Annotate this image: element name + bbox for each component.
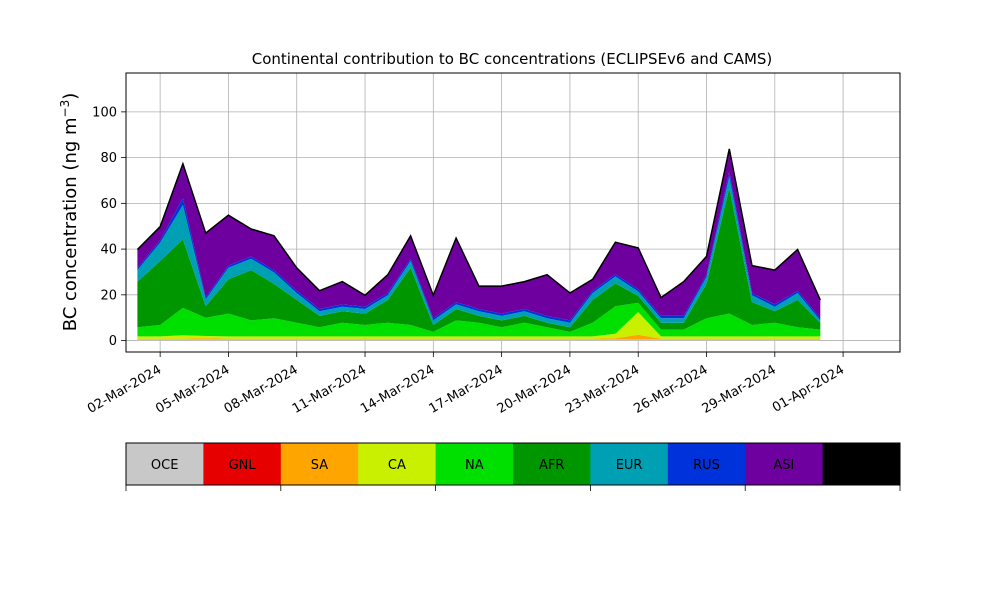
x-tick-label: 02-Mar-2024 [85, 362, 164, 416]
x-tick-label: 20-Mar-2024 [495, 362, 574, 416]
y-axis-label-main: BC concentration (ng m [60, 117, 81, 331]
legend-swatch-oce [126, 443, 204, 485]
x-tick-label: 11-Mar-2024 [290, 362, 369, 416]
legend-label: OCE [151, 458, 179, 473]
legend-frame [125, 442, 901, 486]
gridlines [126, 73, 900, 352]
area-sa [137, 334, 821, 340]
stacked-areas [137, 148, 821, 341]
legend-label: AUS [848, 458, 875, 473]
y-tick-label: 20 [100, 288, 117, 303]
x-tick-label: 14-Mar-2024 [358, 362, 437, 416]
x-tick-label: 17-Mar-2024 [426, 362, 505, 416]
legend-swatch-eur [590, 443, 669, 485]
plot-frame [125, 72, 901, 353]
area-na [137, 302, 821, 337]
y-axis-label-close: ) [60, 93, 81, 100]
legend-label: CA [388, 458, 406, 473]
legend-label: RUS [693, 458, 720, 473]
legend-swatch-aus [822, 443, 901, 485]
legend-swatch-rus [667, 443, 746, 485]
legend-label: GNL [229, 458, 257, 473]
legend-swatch-afr [513, 443, 591, 485]
x-tick-label: 01-Apr-2024 [770, 362, 847, 415]
legend-swatch-sa [280, 443, 359, 485]
total-concentration-line [136, 148, 821, 301]
y-tick-label: 0 [109, 334, 117, 349]
legend-swatch-ca [358, 443, 437, 485]
y-axis-label-exponent: −3 [58, 100, 72, 118]
area-oce [137, 339, 821, 341]
legend-swatch-asi [745, 443, 824, 485]
chart-title: Continental contribution to BC concentra… [252, 50, 773, 68]
continent-legend: OCE GNL SA CA NA AFR EUR RUS ASI AUS [125, 442, 901, 491]
area-afr [137, 187, 821, 332]
legend-label: EUR [616, 458, 643, 473]
x-tick-label: 23-Mar-2024 [563, 362, 642, 416]
y-tick-label: 80 [100, 151, 117, 166]
x-tick-label: 29-Mar-2024 [700, 362, 779, 416]
legend-swatch-na [435, 443, 514, 485]
x-axis: 02-Mar-202405-Mar-202408-Mar-202411-Mar-… [85, 352, 847, 417]
x-tick-label: 08-Mar-2024 [222, 362, 301, 416]
legend-label: NA [465, 458, 484, 473]
y-tick-label: 60 [100, 197, 117, 212]
legend-label: AFR [539, 458, 564, 473]
legend-label: ASI [773, 458, 794, 473]
area-ca [137, 312, 821, 339]
x-tick-label: 05-Mar-2024 [153, 362, 232, 416]
y-tick-label: 40 [100, 243, 117, 258]
legend-swatch-gnl [203, 443, 282, 485]
y-axis: 0 20 40 60 80 100 [92, 105, 126, 349]
y-axis-label: BC concentration (ng m−3) [58, 93, 81, 332]
area-asi [137, 148, 821, 321]
x-tick-label: 26-Mar-2024 [631, 362, 710, 416]
y-tick-label: 100 [92, 105, 117, 120]
legend-label: SA [311, 458, 328, 473]
plot-area [125, 72, 901, 353]
